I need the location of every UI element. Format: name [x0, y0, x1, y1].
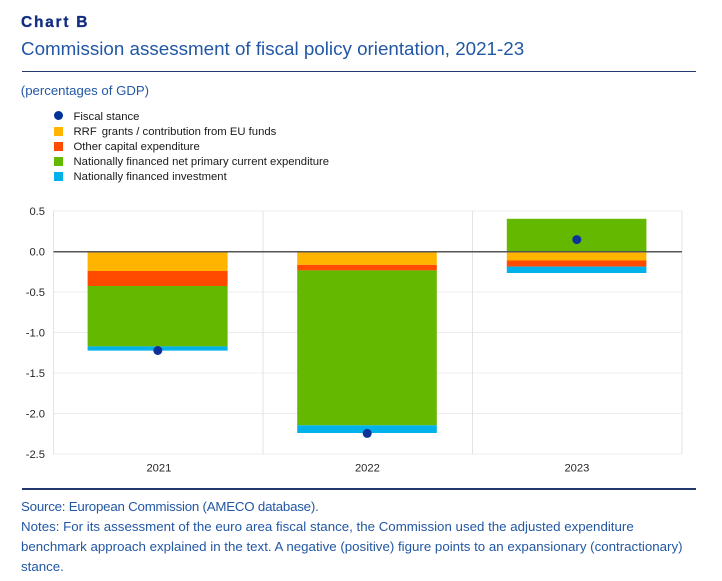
- svg-text:2023: 2023: [564, 463, 589, 475]
- svg-text:2022: 2022: [355, 463, 380, 475]
- svg-text:0.5: 0.5: [29, 206, 45, 218]
- svg-text:-1.0: -1.0: [26, 328, 45, 340]
- svg-text:-0.5: -0.5: [26, 287, 45, 299]
- svg-text:0.0: 0.0: [29, 247, 45, 259]
- svg-text:-2.5: -2.5: [26, 449, 45, 461]
- svg-text:-2.0: -2.0: [26, 409, 45, 421]
- svg-text:-1.5: -1.5: [26, 368, 45, 380]
- svg-text:2021: 2021: [146, 463, 171, 475]
